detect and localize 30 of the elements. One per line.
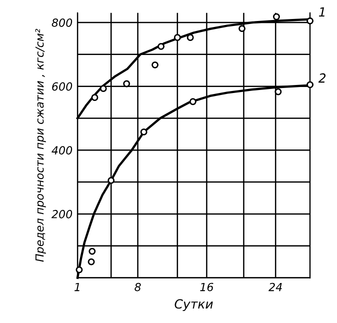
series-label: 2 — [318, 73, 326, 83]
y-axis-title: Предел прочности при сжатии , кгс/см² — [35, 28, 46, 262]
x-tick-label: 1 — [74, 282, 80, 292]
point — [238, 25, 246, 32]
point — [123, 80, 130, 88]
y-tick-label: 600 — [52, 82, 72, 91]
point — [306, 81, 314, 88]
point — [306, 17, 314, 24]
point — [272, 13, 280, 20]
point — [186, 34, 194, 41]
point — [140, 128, 148, 136]
point — [88, 258, 95, 266]
y-tick-label: 800 — [52, 18, 72, 27]
point — [108, 176, 115, 184]
x-tick-label: 24 — [268, 282, 282, 292]
point — [274, 88, 282, 96]
point — [152, 61, 158, 68]
point — [158, 42, 165, 50]
point — [76, 266, 83, 274]
point — [91, 94, 98, 101]
point — [100, 85, 107, 92]
y-tick-label: 200 — [51, 210, 72, 218]
y-tick-label: 400 — [52, 146, 72, 155]
x-axis-title: Сутки — [174, 299, 213, 312]
x-tick-label: 16 — [200, 282, 214, 292]
point — [174, 34, 181, 41]
x-tick-label: 8 — [134, 282, 141, 292]
point — [88, 248, 96, 255]
point — [189, 98, 196, 106]
series-label: 1 — [318, 7, 324, 17]
